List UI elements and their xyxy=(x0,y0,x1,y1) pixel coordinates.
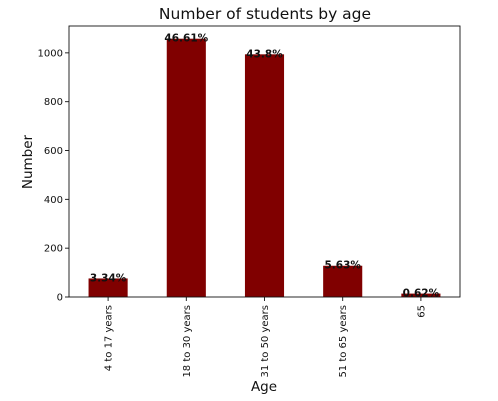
x-tick-label-3: 51 to 65 years xyxy=(338,305,349,378)
y-tick-label-5: 1000 xyxy=(38,48,63,59)
bar-0 xyxy=(88,278,128,297)
y-axis-ticks: 0 200 400 600 800 1000 xyxy=(38,48,69,304)
data-label-0: 3.34% xyxy=(90,272,127,284)
x-tick-label-4: 65 xyxy=(416,305,427,318)
y-tick-label-1: 200 xyxy=(44,244,63,255)
chart-title: Number of students by age xyxy=(159,5,371,23)
bars-layer xyxy=(88,38,441,297)
bar-4 xyxy=(401,293,441,297)
x-axis-ticks: 4 to 17 years 18 to 30 years 31 to 50 year… xyxy=(104,297,427,378)
y-tick-label-2: 400 xyxy=(44,195,63,206)
y-tick-label-0: 0 xyxy=(57,293,63,304)
y-tick-label-4: 800 xyxy=(44,97,63,108)
bar-2 xyxy=(244,54,285,297)
y-tick-label-3: 600 xyxy=(44,146,63,157)
x-tick-label-2: 31 to 50 years xyxy=(260,305,271,378)
x-axis-label: Age xyxy=(251,379,277,395)
x-tick-label-1: 18 to 30 years xyxy=(182,305,193,378)
data-label-1: 46.61% xyxy=(164,33,208,45)
y-axis-label: Number xyxy=(20,134,36,189)
data-label-3: 5.63% xyxy=(324,260,361,272)
bar-1 xyxy=(166,38,206,297)
x-tick-label-0: 4 to 17 years xyxy=(104,305,115,371)
data-label-2: 43.8% xyxy=(246,48,283,60)
bar-3 xyxy=(323,265,363,297)
plot-frame xyxy=(68,25,461,298)
